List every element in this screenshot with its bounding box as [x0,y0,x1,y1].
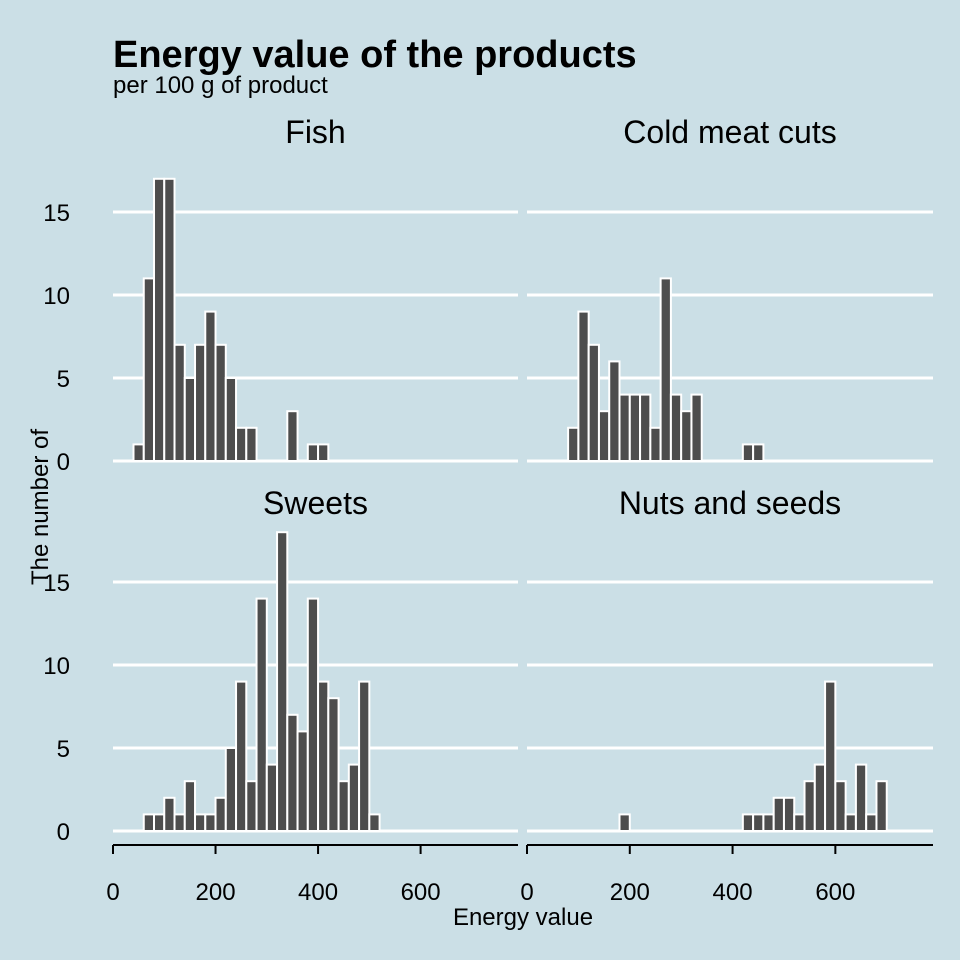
histogram-bar [597,410,611,463]
histogram-bar [276,531,289,832]
histogram-bar [844,813,857,833]
histogram-bar [296,730,309,833]
histogram-bar [567,426,580,462]
x-tick-label: 400 [298,879,338,906]
histogram-bar [782,796,796,832]
histogram-bar [752,443,765,462]
histogram-bar [659,277,672,462]
x-tick-label: 0 [106,879,119,906]
histogram-bar [153,177,166,463]
histogram-bar [173,813,186,833]
histogram-bar [306,443,320,462]
histogram-bar [608,360,621,462]
histogram-bar [618,813,631,833]
histogram-bar [286,410,299,463]
histogram-bar [163,796,176,832]
y-tick-label: 10 [43,283,70,310]
histogram-bar [235,426,248,462]
histogram-bar [235,680,248,832]
y-tick-label: 0 [57,819,70,846]
x-tick-label: 200 [610,879,650,906]
histogram-bar [793,813,806,833]
histogram-bar [618,393,631,463]
y-tick-label: 5 [57,366,70,393]
histogram-bar [690,393,703,463]
histogram-bar [173,343,186,462]
histogram-bar [224,747,238,832]
histogram-bar [649,426,662,462]
histogram-bar [194,813,207,833]
histogram-bar [214,796,227,832]
histogram-bar [587,343,600,462]
panel-strip-label: Nuts and seeds [619,485,841,521]
histogram-bar [834,780,847,833]
histogram-bar [214,343,227,462]
histogram-bar [337,780,350,833]
histogram-bar [153,813,166,833]
histogram-bar [347,763,361,832]
histogram-bar [142,277,156,462]
x-tick-label: 200 [196,879,236,906]
histogram-bar [865,813,878,833]
histogram-bar [204,310,217,462]
x-tick-label: 0 [520,879,533,906]
y-tick-label: 5 [57,736,70,763]
histogram-bar [762,813,775,833]
histogram-bar [194,343,207,462]
x-tick-label: 400 [713,879,753,906]
y-axis-label: The number of [27,429,54,585]
histogram-bar [824,680,837,832]
histogram-bar [163,177,176,463]
histogram-bar [317,680,330,832]
y-tick-label: 10 [43,653,70,680]
y-tick-label: 15 [43,200,70,227]
histogram-bar [813,763,827,832]
histogram-bar [741,443,755,462]
histogram-bar [577,310,590,462]
histogram-bar [854,763,868,832]
histogram-bar [245,780,258,833]
histogram-bar [183,377,197,462]
panel-strip-label: Cold meat cuts [623,114,836,150]
histogram-bar [183,780,197,833]
histogram-bar [327,697,340,833]
histogram-bar [317,443,330,462]
panel-fish: Fish 0 5 10 15 [43,114,518,476]
histogram-bar [628,393,642,463]
x-tick-label: 600 [815,879,855,906]
histogram-bar [265,763,279,832]
histogram-bar [772,796,785,832]
x-tick-label: 600 [401,879,441,906]
panel-nuts-and-seeds: Nuts and seeds 0 200 400 600 [520,485,933,906]
chart-subtitle: per 100 g of product [113,72,328,99]
histogram-bar [132,443,145,462]
histogram-bar [752,813,765,833]
histogram-bar [224,377,238,462]
x-axis-label: Energy value [453,904,593,931]
histogram-bar [142,813,156,833]
chart-title: Energy value of the products [113,34,637,76]
histogram-bar [875,780,888,833]
histogram-bar [803,780,816,833]
y-tick-label: 15 [43,570,70,597]
histogram-bar [669,393,683,463]
histogram-bar [255,597,268,832]
histogram-bar [286,713,299,832]
y-tick-label: 0 [57,449,70,476]
histogram-bar [741,813,755,833]
panel-strip-label: Sweets [263,485,368,521]
histogram-bar [639,393,652,463]
panel-sweets: Sweets 0 5 10 15 0 200 400 600 [43,485,518,906]
histogram-bar [368,813,381,833]
panel-cold-meat-cuts: Cold meat cuts [527,114,933,463]
histogram-bar [204,813,217,833]
facet-panels: Fish 0 5 10 15 Cold meat cuts Sweets 0 5 10 15 0 200… [43,114,933,906]
histogram-bar [306,597,320,832]
panel-strip-label: Fish [285,114,345,150]
histogram-bar [680,410,693,463]
histogram-bar [245,426,258,462]
histogram-bar [358,680,371,832]
